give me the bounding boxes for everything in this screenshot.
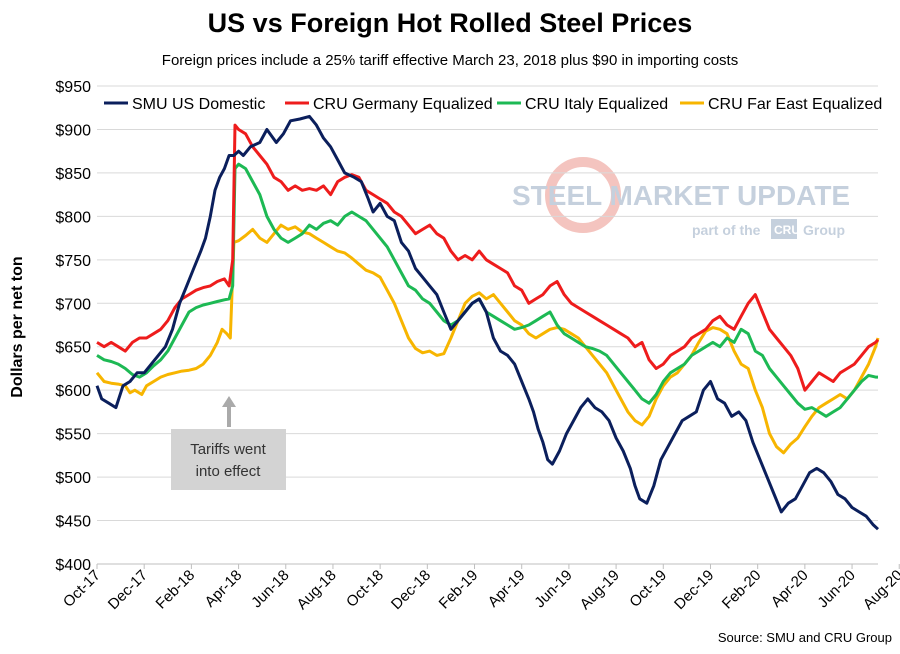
legend: SMU US Domestic CRU Germany Equalized CRU … [104,96,882,113]
y-tick-label: $550 [55,427,91,444]
series-line-cru-far-east-equalized [95,223,880,455]
x-tick-label: Jun-18 [248,567,292,611]
y-tick-label: $750 [55,253,91,270]
x-tick-label: Dec-17 [105,567,151,613]
legend-label-cru-italy-equalized: CRU Italy Equalized [525,96,668,113]
y-tick-label: $800 [55,209,91,226]
watermark-cru-box [771,219,797,239]
watermark-logo-icon [545,157,621,233]
series-line-smu-us-domestic [95,114,880,531]
series-line-cru-germany-equalized [96,123,880,392]
watermark-title: STEEL MARKET UPDATE [512,180,850,211]
y-tick-label: $900 [55,122,91,139]
source-note: Source: SMU and CRU Group [717,630,892,645]
y-tick-label: $950 [55,79,91,96]
annotation-text-line1: Tariffs went [190,441,266,458]
y-tick-label: $500 [55,470,91,487]
x-tick-label: Aug-19 [577,567,623,613]
chart-title: US vs Foreign Hot Rolled Steel Prices [207,8,693,38]
y-tick-label: $650 [55,340,91,357]
x-tick-label: Feb-18 [153,567,199,613]
legend-label-cru-far-east-equalized: CRU Far East Equalized [708,96,882,113]
y-tick-label: $450 [55,514,91,531]
x-tick-label: Apr-18 [202,567,246,611]
x-tick-labels: Oct-17 Dec-17 Feb-18 Apr-18 Jun-18 Aug-18 Oct-… [60,567,900,613]
legend-label-smu-us-domestic: SMU US Domestic [132,96,265,113]
x-tick-label: Apr-19 [485,567,529,611]
x-tick-label: Oct-18 [343,567,387,611]
tariff-annotation: Tariffs went into effect [171,396,286,490]
watermark-sub-3: Group [803,222,845,238]
chart-subtitle: Foreign prices include a 25% tariff effe… [161,52,739,69]
annotation-text-line2: into effect [196,463,262,480]
x-tick-label: Oct-19 [626,567,670,611]
x-tick-label: Aug-18 [294,567,340,613]
watermark: STEEL MARKET UPDATE part of the CRU Grou… [512,157,850,239]
x-tick-label: Jun-20 [814,567,858,611]
arrow-up-icon [222,396,236,407]
y-tick-label: $700 [55,296,91,313]
x-tick-label: Apr-20 [768,567,812,611]
x-tick-label: Aug-20 [860,567,900,613]
x-tick-label: Dec-19 [671,567,717,613]
watermark-sub-1: part of the [692,222,761,238]
x-tick-label: Dec-18 [388,567,434,613]
y-tick-label: $600 [55,383,91,400]
x-tick-label: Feb-19 [436,567,482,613]
y-tick-label: $400 [55,557,91,574]
x-tick-label: Feb-20 [719,567,765,613]
y-tick-labels: $400 $450 $500 $550 $600 $650 $700 $750 $800 $850… [55,79,91,574]
x-tick-label: Jun-19 [531,567,575,611]
series-lines [95,114,880,531]
y-tick-label: $850 [55,166,91,183]
legend-label-cru-germany-equalized: CRU Germany Equalized [313,96,493,113]
watermark-sub-2: CRU [774,223,800,237]
gridlines [96,85,900,569]
annotation-box [171,429,286,490]
